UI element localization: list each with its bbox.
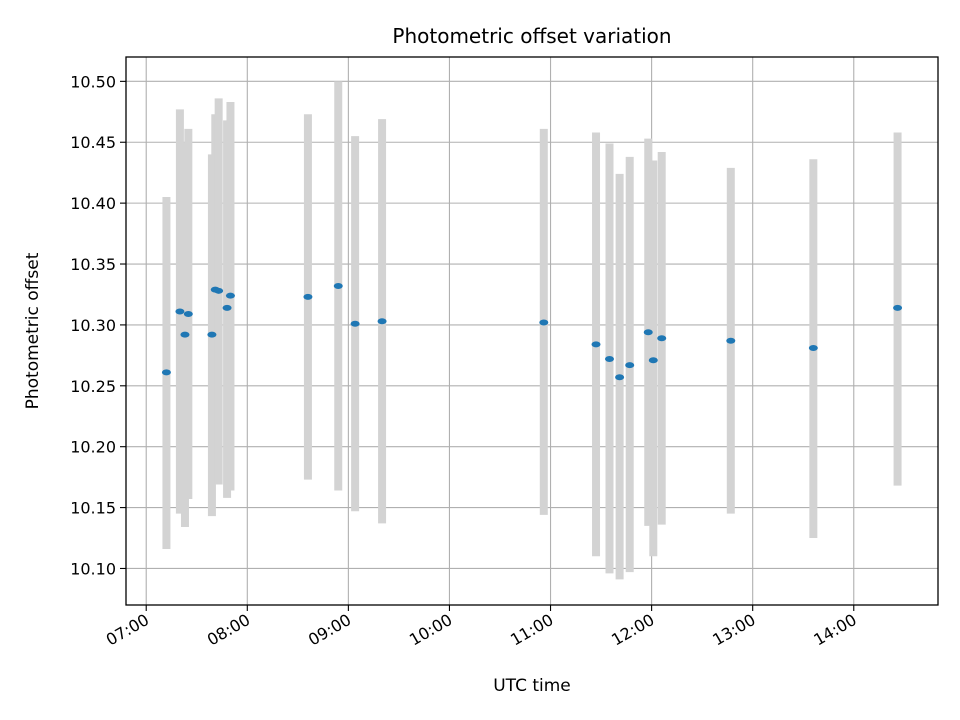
data-point bbox=[657, 335, 667, 342]
data-points bbox=[161, 282, 903, 381]
y-tick-label: 10.45 bbox=[70, 133, 116, 152]
y-axis-ticks: 10.10 10.15 10.20 10.25 10.30 10.35 10.40 10.45… bbox=[70, 72, 126, 578]
grid bbox=[126, 57, 938, 605]
data-point bbox=[539, 319, 549, 326]
y-tick-label: 10.30 bbox=[70, 316, 116, 335]
data-point bbox=[350, 320, 360, 327]
plot-frame bbox=[125, 56, 939, 606]
data-point bbox=[175, 308, 185, 315]
x-axis-label: UTC time bbox=[493, 676, 571, 696]
data-point bbox=[893, 304, 903, 311]
data-point bbox=[625, 362, 635, 369]
data-point bbox=[377, 318, 387, 325]
y-tick-label: 10.10 bbox=[70, 559, 116, 578]
data-point bbox=[222, 304, 232, 311]
y-tick-label: 10.20 bbox=[70, 438, 116, 457]
data-point bbox=[161, 369, 171, 376]
data-point bbox=[808, 345, 818, 352]
y-tick-label: 10.35 bbox=[70, 255, 116, 274]
data-point bbox=[207, 331, 217, 338]
y-tick-label: 10.15 bbox=[70, 499, 116, 518]
data-point bbox=[214, 287, 224, 294]
data-point bbox=[183, 310, 193, 317]
y-axis-label: Photometric offset bbox=[23, 252, 43, 409]
data-point bbox=[333, 282, 343, 289]
data-point bbox=[303, 293, 313, 300]
data-point bbox=[615, 374, 625, 381]
y-tick-label: 10.40 bbox=[70, 194, 116, 213]
data-point bbox=[180, 331, 190, 338]
data-point bbox=[604, 356, 614, 363]
data-point bbox=[643, 329, 653, 336]
data-point bbox=[726, 337, 736, 344]
data-point bbox=[591, 341, 601, 348]
data-point bbox=[648, 357, 658, 364]
y-tick-label: 10.50 bbox=[70, 72, 116, 91]
y-tick-label: 10.25 bbox=[70, 377, 116, 396]
chart-title: Photometric offset variation bbox=[392, 24, 671, 48]
data-point bbox=[225, 292, 235, 299]
